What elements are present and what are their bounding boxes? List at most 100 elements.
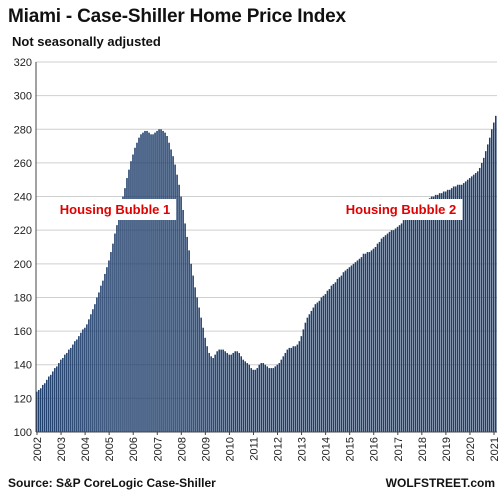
x-tick-label: 2003 xyxy=(56,437,68,461)
bar xyxy=(424,201,427,432)
bar xyxy=(344,270,347,432)
bar xyxy=(484,151,487,432)
bar xyxy=(64,354,66,432)
bar xyxy=(122,196,124,432)
bar xyxy=(440,193,443,432)
bar xyxy=(200,317,202,432)
bar xyxy=(472,174,475,432)
bar xyxy=(430,196,433,432)
bar xyxy=(342,272,345,432)
bar xyxy=(164,132,166,432)
bar xyxy=(350,265,353,432)
bar xyxy=(258,364,261,432)
y-tick-label: 180 xyxy=(14,292,32,304)
bar xyxy=(44,383,46,432)
chart-subtitle: Not seasonally adjusted xyxy=(12,34,161,49)
bar xyxy=(314,304,317,432)
bar xyxy=(110,252,112,432)
bar xyxy=(428,198,431,432)
bar xyxy=(495,115,497,432)
y-tick-label: 220 xyxy=(14,225,32,237)
bar xyxy=(274,366,277,432)
x-tick-label: 2015 xyxy=(345,437,357,461)
bar xyxy=(206,346,208,432)
bar xyxy=(328,289,331,432)
bar xyxy=(226,352,228,432)
bar xyxy=(290,347,293,432)
bar xyxy=(432,196,435,432)
bar xyxy=(348,267,351,432)
bar xyxy=(54,368,56,432)
bar xyxy=(410,213,413,432)
bar xyxy=(130,161,132,433)
bar xyxy=(332,284,335,432)
bar xyxy=(140,134,142,432)
bar xyxy=(302,329,305,432)
bar xyxy=(142,132,144,432)
y-tick-label: 140 xyxy=(14,360,32,372)
bar xyxy=(454,186,457,432)
bar xyxy=(406,216,409,432)
annotation-label: Housing Bubble 2 xyxy=(339,199,463,220)
bar xyxy=(250,368,253,432)
bar xyxy=(396,226,399,432)
bar xyxy=(80,332,82,432)
bar xyxy=(148,132,150,432)
bar xyxy=(104,273,106,432)
bar xyxy=(360,257,363,432)
bar xyxy=(86,324,88,432)
bar xyxy=(48,376,50,432)
bar xyxy=(190,263,192,432)
bar xyxy=(240,356,242,432)
bar xyxy=(52,371,54,432)
bar xyxy=(300,336,303,432)
bar xyxy=(210,356,212,432)
bar xyxy=(116,225,118,432)
bar xyxy=(150,134,152,432)
y-tick-label: 240 xyxy=(14,192,32,204)
bar xyxy=(82,329,84,432)
bar xyxy=(448,189,451,432)
bar xyxy=(168,142,170,433)
bar xyxy=(354,262,357,432)
bar xyxy=(160,129,162,432)
bar xyxy=(270,368,273,432)
bar xyxy=(68,349,70,432)
bar xyxy=(470,176,473,432)
bar xyxy=(398,225,401,432)
bar xyxy=(254,369,257,432)
y-tick-label: 320 xyxy=(14,57,32,69)
bar xyxy=(46,379,48,432)
y-tick-label: 260 xyxy=(14,158,32,170)
bar xyxy=(284,352,287,432)
bar xyxy=(462,183,465,432)
bar xyxy=(126,178,128,432)
bar xyxy=(40,388,42,432)
bar xyxy=(262,363,265,432)
bar xyxy=(62,358,64,432)
bar xyxy=(180,196,182,432)
bar xyxy=(320,297,323,432)
bar xyxy=(322,295,325,432)
x-tick-label: 2012 xyxy=(273,437,285,461)
bar xyxy=(260,363,263,432)
x-tick-label: 2005 xyxy=(104,437,116,461)
bar xyxy=(58,363,60,432)
bar xyxy=(356,260,359,432)
bar xyxy=(370,250,373,432)
bar xyxy=(50,374,52,432)
chart-title: Miami - Case-Shiller Home Price Index xyxy=(8,6,346,27)
bar xyxy=(492,122,495,433)
bar xyxy=(426,199,429,432)
bar xyxy=(306,317,309,432)
x-tick-label: 2017 xyxy=(393,437,405,461)
bar xyxy=(308,314,311,432)
bar xyxy=(42,384,44,432)
bar xyxy=(420,204,423,432)
bar xyxy=(286,349,289,432)
bar xyxy=(120,206,122,432)
bar xyxy=(114,233,116,432)
bar xyxy=(188,250,190,432)
annotation-background xyxy=(53,199,177,220)
bar xyxy=(310,310,313,432)
